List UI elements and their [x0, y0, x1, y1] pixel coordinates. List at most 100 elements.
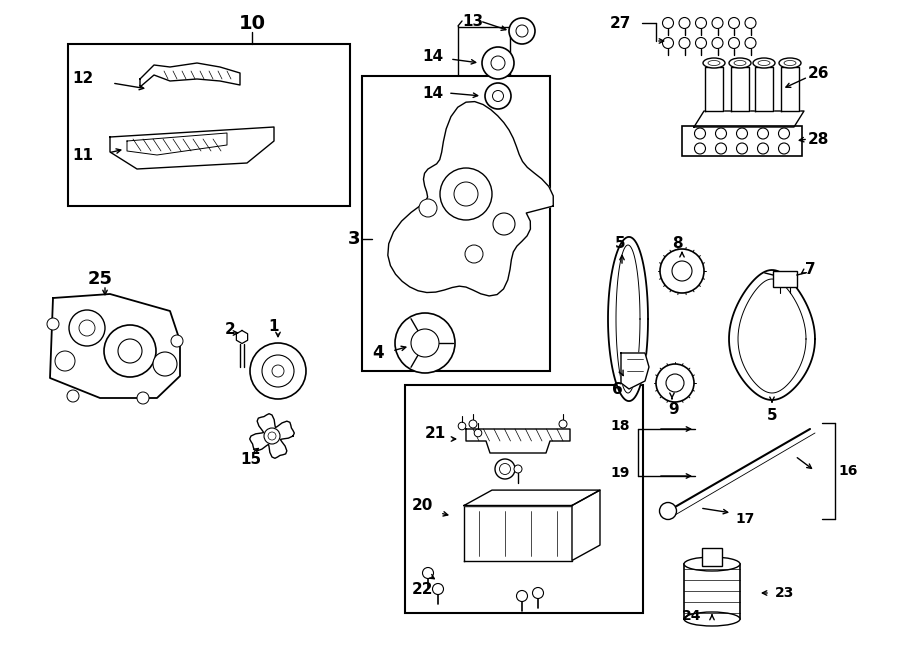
Circle shape [118, 339, 142, 363]
Circle shape [696, 38, 706, 48]
Circle shape [656, 364, 694, 402]
Circle shape [745, 17, 756, 28]
Polygon shape [466, 429, 570, 453]
Polygon shape [621, 353, 649, 389]
Text: 6: 6 [612, 381, 623, 397]
Circle shape [137, 392, 149, 404]
Text: 23: 23 [775, 586, 795, 600]
Circle shape [660, 249, 704, 293]
Circle shape [778, 143, 789, 154]
Circle shape [67, 390, 79, 402]
Ellipse shape [753, 58, 775, 68]
Polygon shape [464, 490, 600, 506]
Circle shape [491, 56, 505, 70]
Circle shape [268, 432, 276, 440]
Polygon shape [127, 133, 227, 155]
Circle shape [264, 428, 280, 444]
Circle shape [679, 17, 690, 28]
Circle shape [411, 329, 439, 357]
Polygon shape [705, 67, 723, 111]
Circle shape [695, 143, 706, 154]
Circle shape [419, 199, 437, 217]
Circle shape [533, 588, 544, 598]
Text: 25: 25 [88, 270, 113, 288]
Ellipse shape [703, 58, 725, 68]
Polygon shape [608, 237, 648, 401]
Polygon shape [249, 414, 294, 458]
Bar [773, 271, 797, 287]
Text: 27: 27 [610, 15, 632, 30]
Circle shape [666, 374, 684, 392]
Circle shape [492, 91, 503, 102]
Circle shape [433, 584, 444, 594]
Text: 5: 5 [767, 408, 778, 424]
Circle shape [716, 143, 726, 154]
Polygon shape [694, 111, 804, 127]
Circle shape [517, 590, 527, 602]
Ellipse shape [734, 61, 746, 65]
Text: 26: 26 [808, 65, 830, 81]
Circle shape [272, 365, 284, 377]
Circle shape [153, 352, 177, 376]
Circle shape [69, 310, 105, 346]
Polygon shape [731, 67, 749, 111]
Text: 2: 2 [225, 321, 236, 336]
Circle shape [660, 502, 677, 520]
Ellipse shape [779, 58, 801, 68]
Ellipse shape [684, 612, 740, 626]
Circle shape [662, 38, 673, 48]
Bar [684, 564, 740, 619]
Text: 8: 8 [672, 235, 682, 251]
Text: 21: 21 [425, 426, 446, 440]
Ellipse shape [729, 58, 751, 68]
Circle shape [716, 128, 726, 139]
Text: 14: 14 [422, 85, 443, 100]
Circle shape [695, 128, 706, 139]
Text: 4: 4 [372, 344, 383, 362]
Text: 13: 13 [462, 13, 483, 28]
Circle shape [465, 245, 483, 263]
Circle shape [696, 17, 706, 28]
Circle shape [736, 143, 748, 154]
Circle shape [712, 38, 723, 48]
Text: 15: 15 [240, 451, 261, 467]
Circle shape [171, 335, 183, 347]
Circle shape [55, 351, 75, 371]
Circle shape [493, 213, 515, 235]
Circle shape [778, 128, 789, 139]
Text: 17: 17 [735, 512, 754, 526]
Circle shape [509, 18, 535, 44]
Bar [458, 27, 510, 109]
Circle shape [516, 25, 528, 37]
Polygon shape [755, 67, 773, 111]
Bar [405, 385, 643, 613]
Circle shape [728, 17, 740, 28]
Circle shape [500, 463, 510, 475]
Text: 20: 20 [412, 498, 434, 514]
Text: 10: 10 [238, 13, 266, 32]
Ellipse shape [758, 61, 770, 65]
Text: 16: 16 [838, 464, 858, 478]
Circle shape [514, 465, 522, 473]
Text: 7: 7 [805, 262, 815, 276]
Text: 12: 12 [72, 71, 94, 85]
Circle shape [469, 420, 477, 428]
Text: 18: 18 [610, 419, 629, 433]
Circle shape [79, 320, 95, 336]
Circle shape [482, 47, 514, 79]
Circle shape [250, 343, 306, 399]
Bar [68, 44, 350, 206]
Circle shape [458, 422, 466, 430]
Circle shape [559, 420, 567, 428]
Text: 19: 19 [610, 466, 629, 480]
Polygon shape [140, 63, 240, 87]
Polygon shape [388, 102, 554, 296]
Text: 11: 11 [72, 147, 93, 163]
Text: 5: 5 [615, 235, 626, 251]
Circle shape [262, 355, 294, 387]
Polygon shape [729, 270, 815, 400]
Polygon shape [781, 67, 799, 111]
Circle shape [474, 429, 482, 437]
Bar [682, 126, 802, 156]
Circle shape [47, 318, 59, 330]
